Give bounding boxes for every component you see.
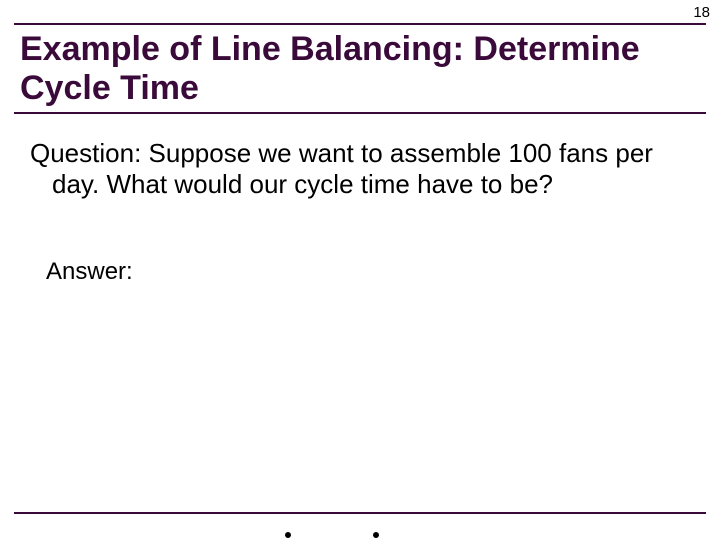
dot-icon [285, 532, 291, 538]
title-underline-rule [14, 112, 706, 114]
answer-label: Answer: [46, 258, 133, 286]
dot-icon [373, 532, 379, 538]
question-text: Question: Suppose we want to assemble 10… [30, 138, 675, 200]
top-horizontal-rule [14, 23, 706, 25]
page-number: 18 [693, 4, 710, 21]
footer-horizontal-rule [14, 512, 706, 514]
footer-dots [285, 532, 379, 538]
slide-title: Example of Line Balancing: Determine Cyc… [20, 30, 692, 108]
